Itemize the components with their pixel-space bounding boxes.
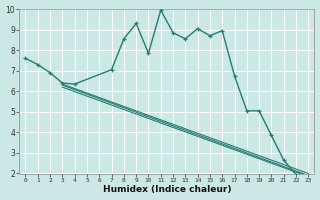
X-axis label: Humidex (Indice chaleur): Humidex (Indice chaleur) [103, 185, 231, 194]
